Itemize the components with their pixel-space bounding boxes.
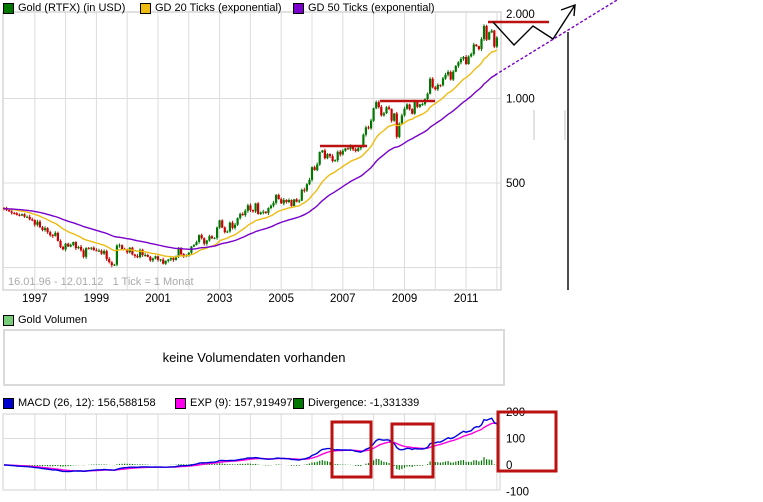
grid-lines: [2, 11, 566, 491]
svg-text:-100: -100: [506, 487, 529, 499]
svg-text:1.000: 1.000: [506, 94, 535, 106]
axis-labels: 2.000 1.000 500 1997 1999 2001 2003 2005 2007 200…: [22, 9, 535, 499]
legend-gold-series: Gold (RTFX) (in USD): [3, 2, 125, 14]
candlestick-series: [2, 24, 498, 268]
svg-text:200: 200: [506, 407, 525, 419]
legend-gold-volume: Gold Volumen: [3, 314, 87, 326]
gd50-label: GD 50 Ticks (exponential): [308, 2, 435, 14]
svg-text:2005: 2005: [268, 293, 294, 305]
volume-empty-message: keine Volumendaten vorhanden: [162, 350, 346, 365]
legend-divergence: Divergence: -1,331339: [293, 397, 419, 409]
gold-series-swatch-icon: [3, 2, 14, 14]
moving-average-lines: [3, 49, 498, 258]
svg-text:2007: 2007: [330, 293, 356, 305]
svg-text:500: 500: [506, 178, 525, 190]
gold-series-label: Gold (RTFX) (in USD): [18, 2, 126, 14]
svg-text:0: 0: [506, 460, 512, 472]
svg-text:2009: 2009: [392, 293, 418, 305]
volume-empty-panel: keine Volumendaten vorhanden: [3, 329, 505, 386]
legend-exp: EXP (9): 157,919497: [175, 397, 293, 409]
macd-lines: [3, 417, 498, 473]
svg-text:2003: 2003: [207, 293, 233, 305]
exp-swatch-icon: [175, 397, 186, 409]
gd20-swatch-icon: [140, 2, 151, 14]
legend-gd20: GD 20 Ticks (exponential): [140, 2, 282, 14]
svg-text:2.000: 2.000: [506, 9, 535, 21]
volume-swatch-icon: [3, 314, 14, 326]
svg-text:1999: 1999: [84, 293, 110, 305]
exp-value-label: EXP (9): 157,919497: [190, 397, 293, 409]
date-range-note: 16.01.96 - 12.01.12 1 Tick = 1 Monat: [8, 276, 194, 288]
volume-legend-label: Gold Volumen: [18, 314, 88, 326]
svg-text:2001: 2001: [145, 293, 171, 305]
divergence-value-label: Divergence: -1,331339: [308, 397, 420, 409]
divergence-swatch-icon: [293, 397, 304, 409]
macd-swatch-icon: [3, 397, 14, 409]
legend-macd: MACD (26, 12): 156,588158: [3, 397, 156, 409]
svg-text:1997: 1997: [22, 293, 48, 305]
legend-gd50: GD 50 Ticks (exponential): [293, 2, 435, 14]
macd-value-label: MACD (26, 12): 156,588158: [18, 397, 156, 409]
svg-text:100: 100: [506, 434, 525, 446]
gd50-swatch-icon: [293, 2, 304, 14]
gd20-label: GD 20 Ticks (exponential): [155, 2, 282, 14]
divergence-histogram: [8, 457, 498, 470]
svg-text:2011: 2011: [454, 293, 479, 305]
